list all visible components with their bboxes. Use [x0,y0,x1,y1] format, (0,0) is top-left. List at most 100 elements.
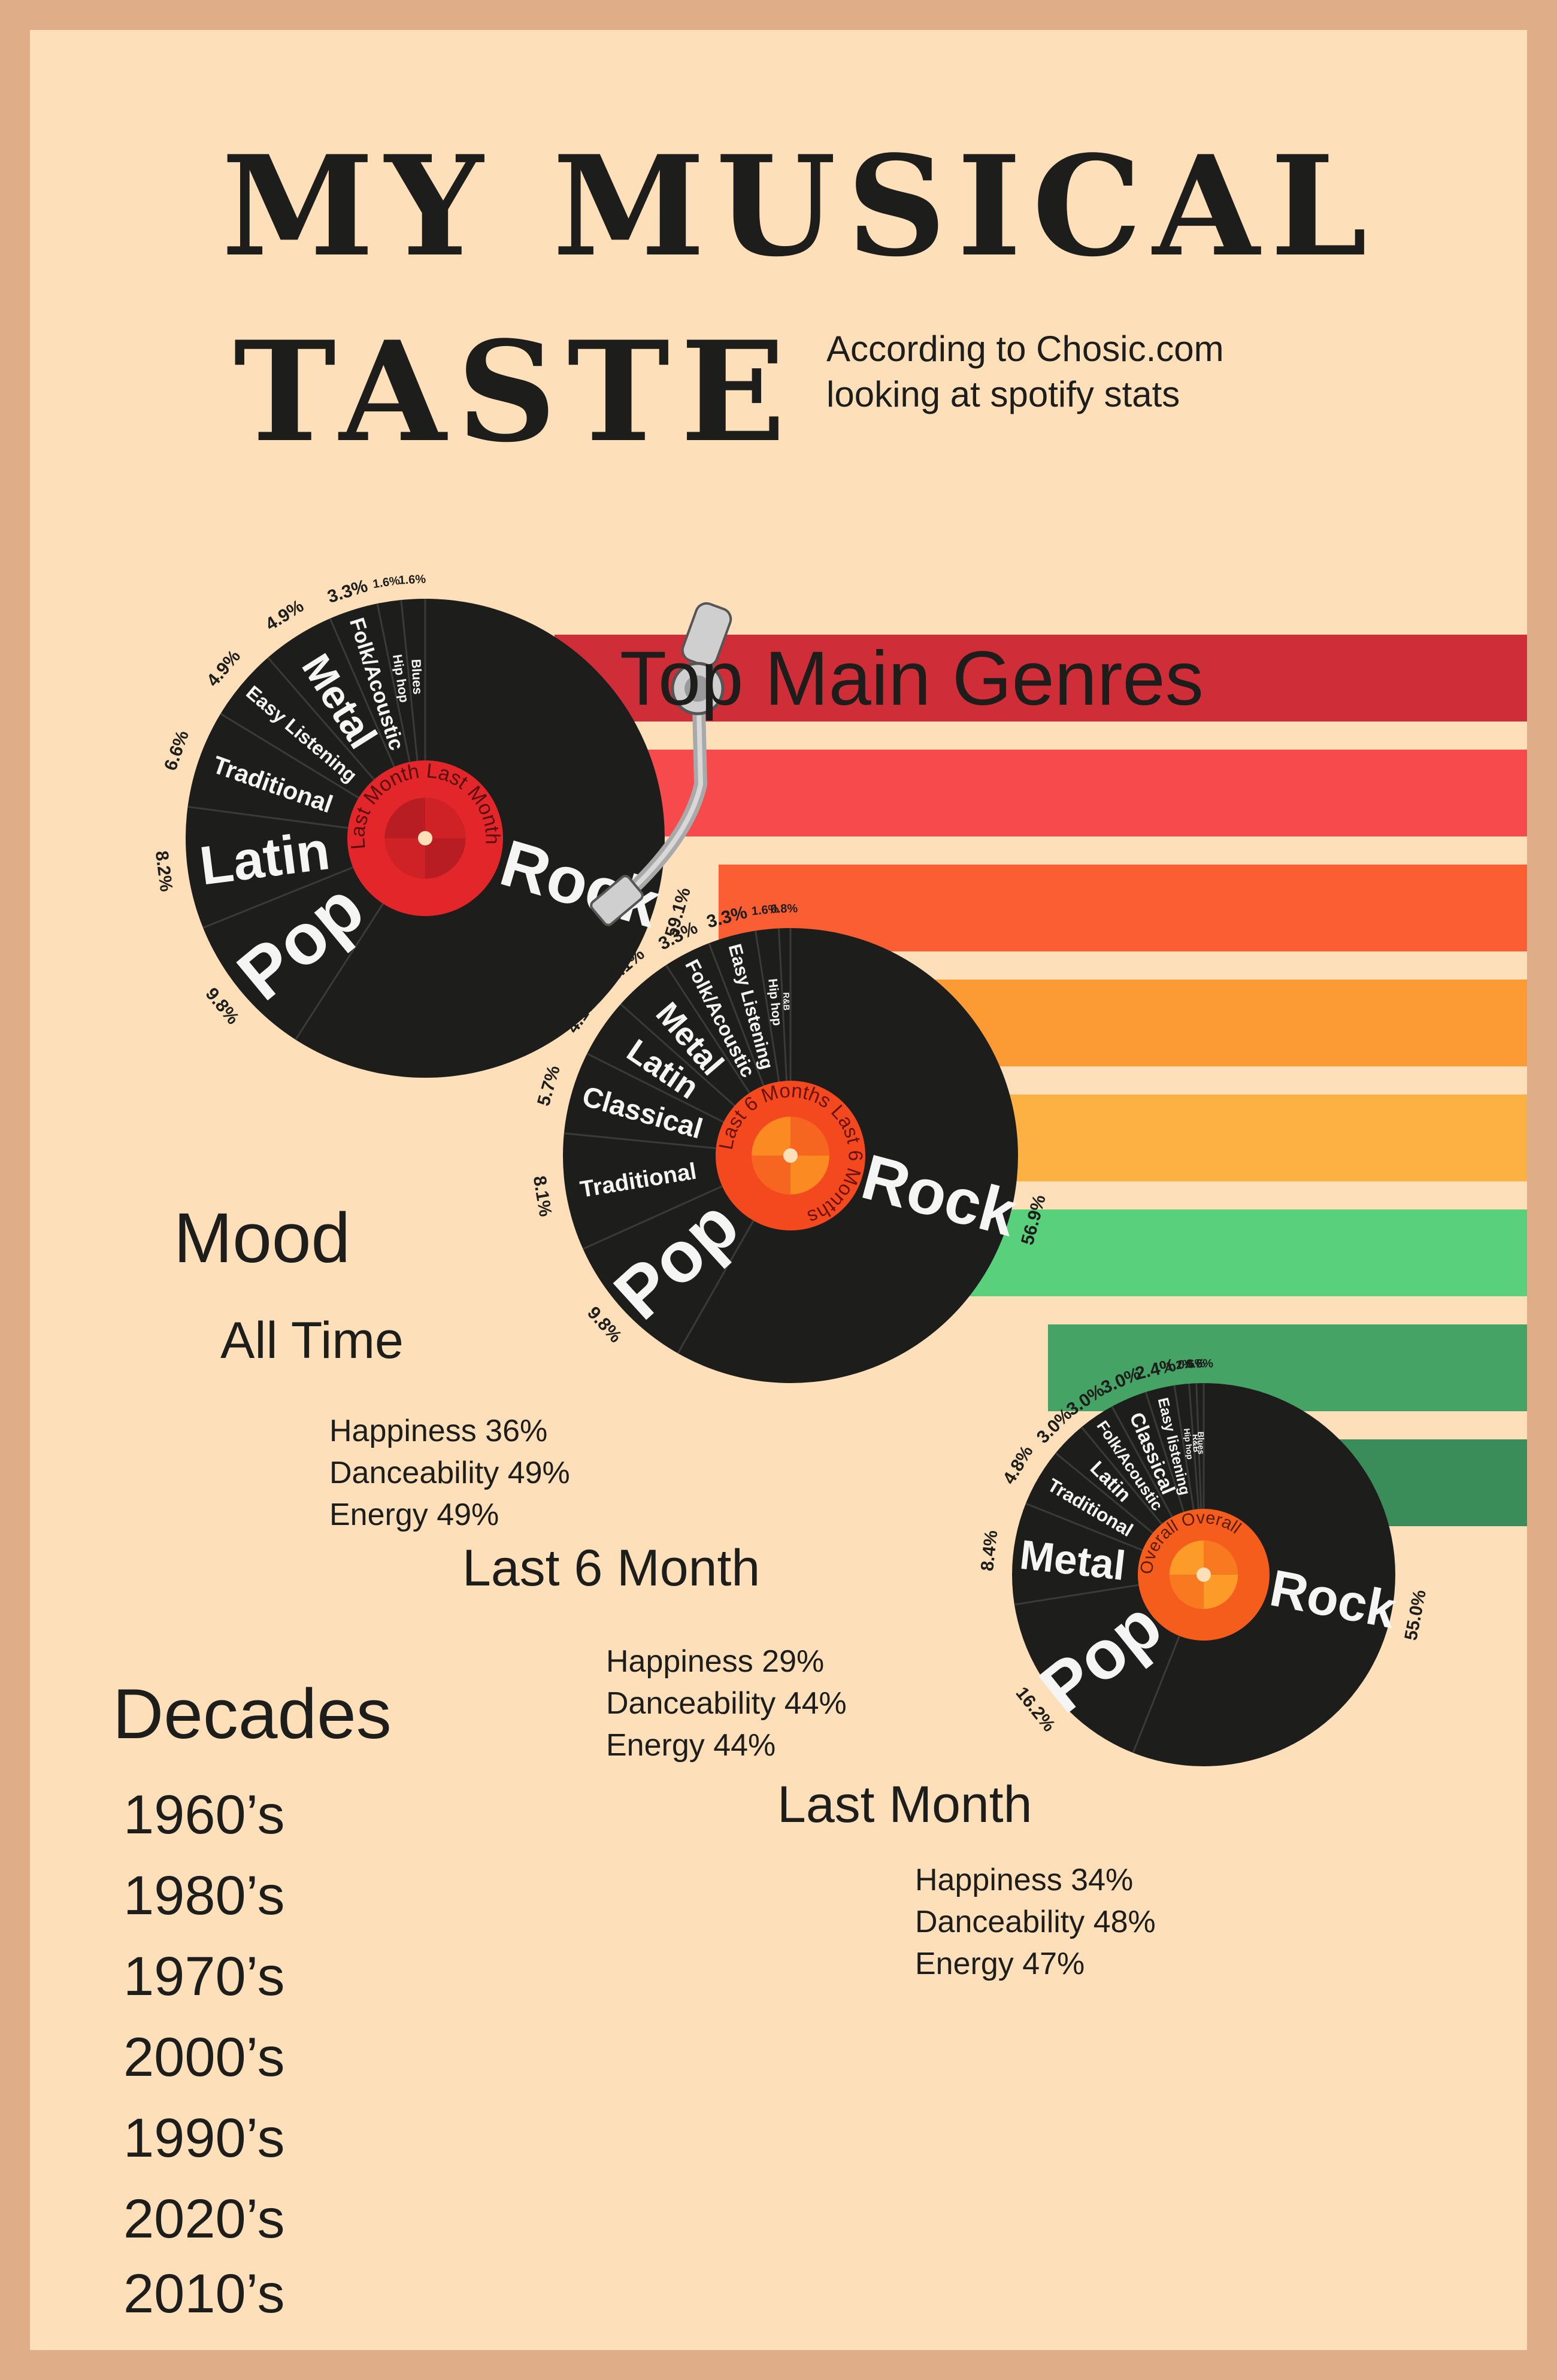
genre-charts: Rock59.1%Pop9.8%Latin8.2%Traditional6.6%… [152,572,1430,1766]
percent-label: 1.6% [372,574,401,592]
subtitle: According to Chosic.com looking at spoti… [826,326,1224,417]
tonearm [590,602,732,926]
mood-last-month-happiness: Happiness 34% [915,1863,1134,1897]
slice-divider [295,903,384,1041]
record-label-quarter [425,798,466,838]
slice-divider [1055,1452,1153,1534]
infographic-page: MY MUSICAL TASTE According to Chosic.com… [30,30,1527,2350]
slice-divider [665,965,750,1094]
slice-divider [1188,1383,1200,1509]
mood-last-6-month-heading: Last 6 Month [462,1539,761,1597]
percent-label: 9.8% [201,984,243,1029]
genre-label: R&B [781,992,792,1011]
genre-label: Blues [408,659,425,695]
decade-item: 1980’s [123,1865,285,1926]
mood-last-6-month-danceability: Danceability 44% [606,1686,847,1721]
percent-label: 5.7% [534,1063,564,1108]
slice-divider [1014,1584,1139,1606]
slice-divider [1144,1391,1185,1512]
slice-divider [755,930,780,1082]
percent-label: 1.6% [398,572,426,587]
slice-divider [582,1185,723,1250]
percent-label: 4.9% [262,596,307,635]
decade-item: 1960’s [123,1784,285,1845]
chart-title: Top Main Genres [620,636,1204,721]
percent-label: 9.8% [583,1303,625,1347]
percent-label: 55.0% [1401,1588,1429,1642]
vinyl-record: Rock59.1%Pop9.8%Latin8.2%Traditional6.6%… [152,572,695,1078]
slice-divider [1080,1426,1163,1525]
record-label-quarter [384,838,425,879]
slice-divider [202,866,353,929]
decade-item: 2000’s [123,2027,285,2088]
record-spindle-hole [783,1148,798,1163]
subtitle-line2: looking at spotify stats [826,374,1180,414]
mood-all-time-happiness: Happiness 36% [329,1414,548,1448]
percent-label: 0.6% [1186,1357,1213,1371]
mood-all-time-energy: Energy 49% [329,1497,499,1532]
genre-label: Hip hop [1182,1428,1195,1460]
slice-divider [1111,1406,1173,1518]
genre-stripe [958,1209,1527,1296]
percent-label: 8.2% [152,850,176,893]
mood-last-6-month-happiness: Happiness 29% [606,1644,825,1679]
percent-label: 1.2% [1165,1357,1194,1374]
percent-label: 6.6% [160,728,193,773]
mood-title: Mood [174,1199,351,1278]
slice-divider [220,713,359,799]
record-spindle-hole [418,831,432,845]
percent-label: 3.3% [705,902,750,932]
percent-label: 3.3% [325,576,370,607]
slice-divider [1025,1502,1143,1551]
percent-label: 8.1% [529,1175,556,1218]
tonearm-pivot-center [684,675,711,702]
slice-divider [708,942,765,1086]
decades-title: Decades [113,1675,392,1754]
slice-divider [1132,1635,1180,1754]
record-label-quarter [1204,1540,1238,1575]
vinyl-record: Rock56.9%Pop9.8%Traditional8.1%Classical… [529,902,1050,1383]
tonearm-highlight [620,656,704,901]
mood-last-month-danceability: Danceability 48% [915,1905,1156,1939]
genre-stripe [629,750,1527,836]
slice-divider [586,1053,724,1123]
page-title-line1: MY MUSICAL [222,126,1378,287]
mood-all-time-heading: All Time [220,1312,404,1369]
mood-last-month-heading: Last Month [777,1776,1032,1833]
percent-label: 4.8% [999,1442,1037,1488]
percent-label: 4.9% [203,647,244,691]
record-label-quarter [752,1156,790,1194]
tonearm-headshell [590,875,644,926]
slice-divider [677,1220,755,1354]
decade-item: 2020’s [123,2188,285,2249]
slice-divider [564,1132,716,1150]
record-spindle-hole [1196,1568,1211,1582]
percent-label: 0.8% [770,902,798,916]
mood-last-month-energy: Energy 47% [915,1947,1085,1981]
decade-item: 2010’s [123,2263,285,2324]
page-title-line2: TASTE [234,311,796,473]
decade-item: 1990’s [123,2108,285,2169]
genre-stripe [1048,1324,1527,1411]
record-label-quarter [1169,1575,1204,1609]
genre-stripe [928,1095,1527,1181]
subtitle-line1: According to Chosic.com [826,329,1224,369]
slice-divider [376,603,411,762]
slice-divider [187,805,349,829]
percent-label: 0.6% [1177,1357,1205,1372]
genre-label: Blues [1196,1432,1206,1455]
slice-divider [329,618,395,768]
percent-label: 1.6% [751,902,780,918]
mood-all-time-danceability: Danceability 49% [329,1456,570,1490]
slice-divider [777,928,788,1081]
record-label-quarter [790,1117,829,1156]
mood-last-6-month-energy: Energy 44% [606,1728,776,1763]
slice-divider [1195,1383,1202,1509]
decade-item: 1970’s [123,1946,285,2007]
slice-divider [1173,1385,1195,1510]
slice-divider [620,1003,735,1106]
slice-divider [400,599,419,761]
percent-label: 8.4% [977,1529,1001,1572]
percent-label: 56.9% [1017,1193,1050,1247]
vinyl-record: Rock 55.0%Pop16.2%Metal8.4%Traditional4.8… [977,1355,1430,1766]
